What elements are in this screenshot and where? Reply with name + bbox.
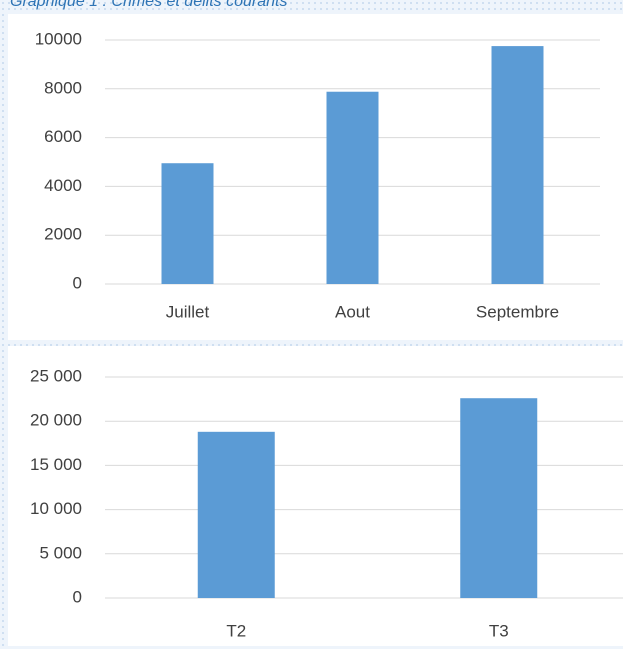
caption: Graphique 1 : Crimes et délits courants (10, 0, 287, 10)
y-tick-label: 10000 (35, 29, 82, 48)
bar (491, 46, 544, 284)
y-tick-label: 10 000 (30, 499, 82, 518)
x-tick-label: Aout (335, 302, 370, 321)
bar (460, 398, 538, 598)
y-tick-label: 2000 (44, 225, 82, 244)
bar (161, 163, 214, 284)
y-tick-label: 0 (73, 273, 82, 292)
y-tick-label: 0 (73, 587, 82, 606)
y-tick-label: 8000 (44, 78, 82, 97)
x-tick-label: Septembre (476, 302, 559, 321)
bar (326, 91, 379, 284)
y-tick-label: 5 000 (39, 543, 82, 562)
x-tick-label: T3 (489, 621, 509, 640)
y-tick-label: 20 000 (30, 411, 82, 430)
y-tick-label: 4000 (44, 176, 82, 195)
y-tick-label: 25 000 (30, 366, 82, 385)
x-tick-label: Juillet (166, 302, 210, 321)
y-tick-label: 6000 (44, 127, 82, 146)
y-tick-label: 15 000 (30, 455, 82, 474)
bar (197, 431, 275, 598)
x-tick-label: T2 (226, 621, 246, 640)
